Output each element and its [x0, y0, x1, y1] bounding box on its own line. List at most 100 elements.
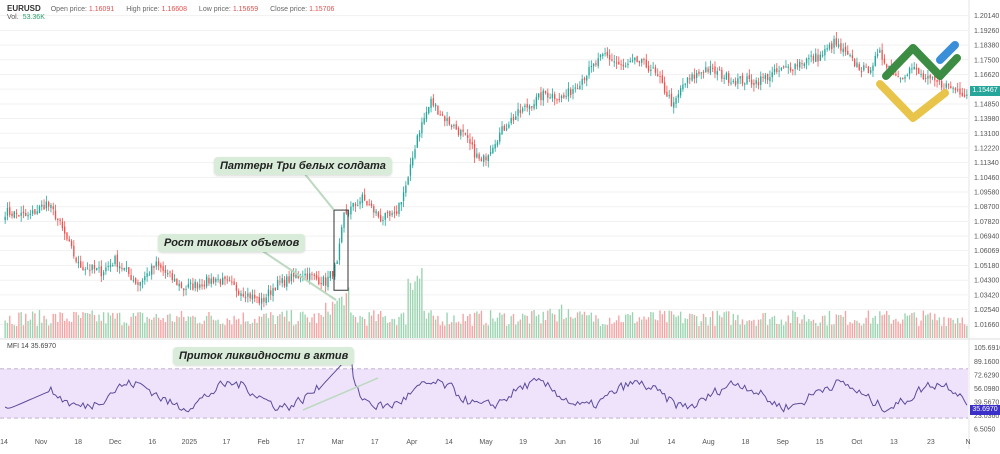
volume-bar: [629, 315, 631, 338]
volume-bar: [526, 315, 528, 338]
volume-bar: [457, 321, 460, 338]
candle-body: [416, 135, 418, 148]
candle-body: [221, 277, 224, 285]
candle-body: [265, 297, 267, 303]
candle-body: [393, 212, 396, 214]
time-tick-label: Aug: [702, 439, 715, 446]
volume-bar: [341, 296, 343, 338]
candle-body: [389, 211, 391, 216]
volume-bar: [787, 315, 789, 338]
volume-bar: [641, 319, 643, 338]
volume-bar: [576, 312, 579, 338]
candle-body: [780, 67, 783, 70]
candle-body: [755, 80, 757, 84]
candle-body: [505, 128, 508, 130]
volume-bar: [677, 315, 680, 338]
volume-bar: [59, 312, 61, 338]
volume-bar: [931, 319, 934, 338]
volume-bar: [659, 310, 661, 338]
volume-bar: [254, 319, 256, 338]
volume-bar: [888, 314, 890, 338]
volume-bar: [537, 314, 540, 338]
volume-bar: [714, 325, 716, 338]
candle-body: [565, 95, 567, 97]
price-tick-label: 1.08700: [974, 204, 999, 211]
volume-bar: [485, 323, 487, 338]
candle-body: [263, 297, 265, 302]
volume-bar: [432, 315, 435, 338]
candle-body: [478, 154, 480, 159]
candle-body: [469, 139, 471, 144]
mfi-tick-label: 39.5670: [974, 399, 999, 406]
volume-bar: [464, 321, 467, 338]
volume-bar: [782, 325, 785, 338]
candle-body: [247, 293, 249, 297]
volume-legend: Vol. 53.36K: [7, 14, 45, 21]
candle-body: [368, 204, 370, 206]
volume-bar: [45, 319, 48, 338]
candle-body: [657, 74, 659, 76]
volume-bar: [858, 322, 860, 338]
volume-bar: [389, 322, 391, 338]
candle-body: [668, 95, 670, 97]
high-label: High price:: [126, 6, 160, 13]
volume-bar: [281, 311, 283, 338]
volume-bar: [201, 324, 203, 338]
volume-bar: [29, 319, 32, 338]
volume-bar: [418, 278, 421, 338]
candle-body: [130, 275, 132, 280]
volume-bar: [966, 325, 968, 338]
candle-body: [249, 293, 251, 299]
mfi-tick-label: 72.6290: [974, 372, 999, 379]
candle-body: [863, 65, 865, 71]
candle-body: [157, 261, 160, 266]
candle-body: [185, 288, 187, 290]
volume-bar: [192, 315, 194, 338]
candle-body: [544, 91, 547, 94]
current-price-tag: 1.15467: [970, 86, 1000, 96]
volume-bar: [554, 314, 556, 338]
volume-bar: [75, 312, 77, 338]
volume-bar: [391, 318, 393, 338]
candle-body: [295, 274, 297, 278]
volume-bar: [400, 313, 402, 338]
candle-body: [473, 143, 476, 158]
candle-body: [153, 265, 155, 268]
candle-body: [125, 267, 128, 269]
candle-body: [508, 124, 510, 128]
volume-bar: [961, 317, 963, 338]
volume-bar: [835, 314, 838, 338]
candle-body: [695, 72, 698, 78]
volume-bar: [737, 314, 739, 338]
volume-bar: [295, 324, 297, 338]
volume-bar: [668, 310, 670, 338]
candle-body: [164, 269, 167, 273]
volume-bar: [448, 324, 451, 338]
candle-body: [707, 68, 709, 72]
candle-body: [238, 291, 240, 295]
candle-body: [650, 69, 652, 72]
volume-bar: [753, 319, 755, 338]
volume-bar: [604, 324, 606, 338]
candle-body: [217, 278, 219, 280]
volume-bar: [803, 314, 805, 338]
volume-bar: [189, 316, 192, 338]
volume-bar: [194, 316, 196, 338]
volume-label: Vol.: [7, 14, 19, 21]
candle-body: [270, 290, 272, 295]
high-value: 1.16608: [161, 6, 187, 13]
volume-bar: [657, 320, 659, 338]
candle-body: [572, 89, 574, 94]
candle-body: [734, 80, 737, 85]
volume-bar: [808, 319, 810, 338]
volume-bar: [233, 315, 235, 338]
volume-bar: [647, 317, 650, 338]
candle-body: [794, 63, 796, 70]
candle-body: [686, 77, 689, 84]
volume-bar: [940, 325, 943, 338]
volume-bar: [240, 324, 242, 338]
candle-body: [540, 92, 542, 100]
volume-bar: [210, 315, 212, 338]
